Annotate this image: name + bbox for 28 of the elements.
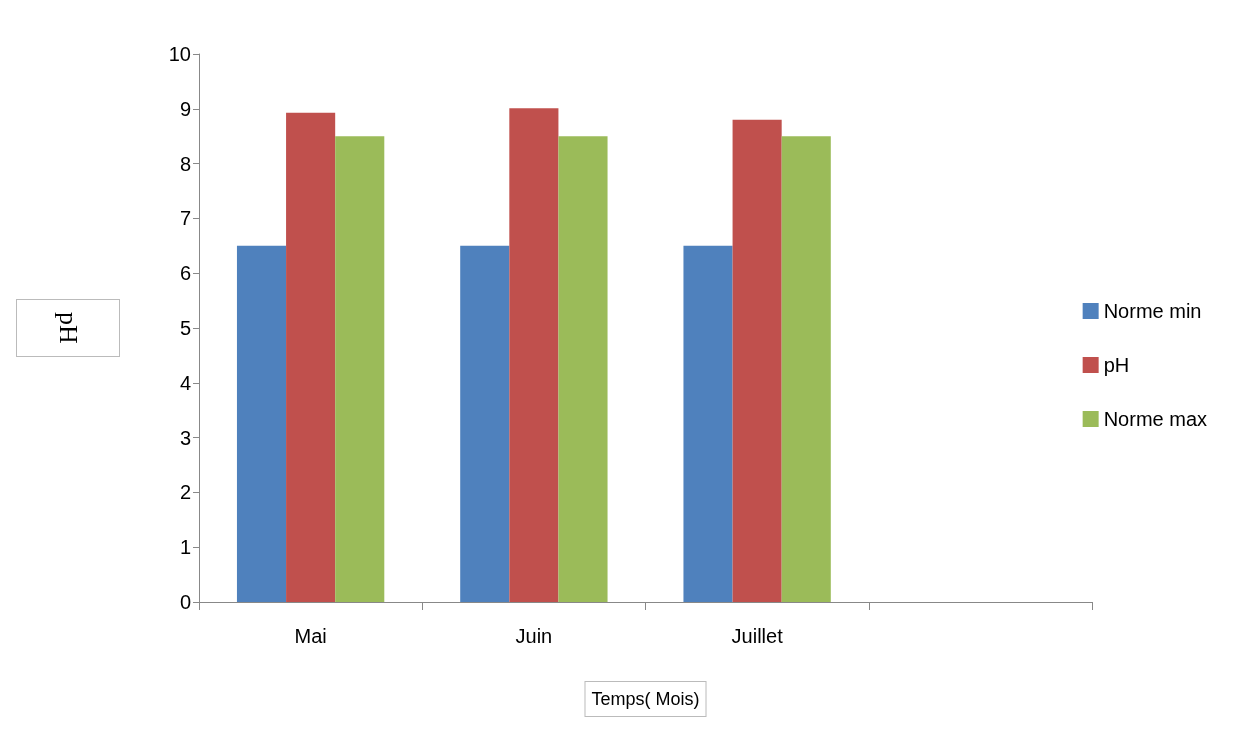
bar <box>683 245 733 602</box>
bar <box>781 136 831 602</box>
x-tick-label: Juillet <box>731 625 784 647</box>
y-tick-label: 7 <box>179 207 191 230</box>
bar <box>732 119 782 602</box>
legend-label: pH <box>1103 354 1130 376</box>
bar <box>509 108 559 602</box>
x-tick-label: Juin <box>515 625 553 647</box>
x-tick-label: Mai <box>294 625 327 647</box>
bar <box>460 245 510 602</box>
x-axis-title: Temps( Mois) <box>591 689 700 709</box>
y-tick-label: 2 <box>179 481 191 504</box>
y-tick-label: 3 <box>179 426 191 449</box>
legend-label: Norme max <box>1103 408 1208 430</box>
bar <box>335 136 385 602</box>
y-tick-label: 9 <box>179 97 191 120</box>
y-tick-label: 6 <box>179 262 191 285</box>
y-tick-label: 5 <box>179 317 191 339</box>
y-tick-label: 8 <box>179 152 191 175</box>
legend-label: Norme min <box>1103 300 1202 322</box>
bar <box>286 112 336 602</box>
y-tick-label: 4 <box>179 371 191 394</box>
y-axis-title: pH <box>53 312 83 345</box>
bar <box>236 245 287 602</box>
y-tick-label: 1 <box>179 536 191 559</box>
y-tick-label: 0 <box>179 591 191 613</box>
bar <box>558 136 608 602</box>
y-tick-label: 10 <box>168 43 191 65</box>
